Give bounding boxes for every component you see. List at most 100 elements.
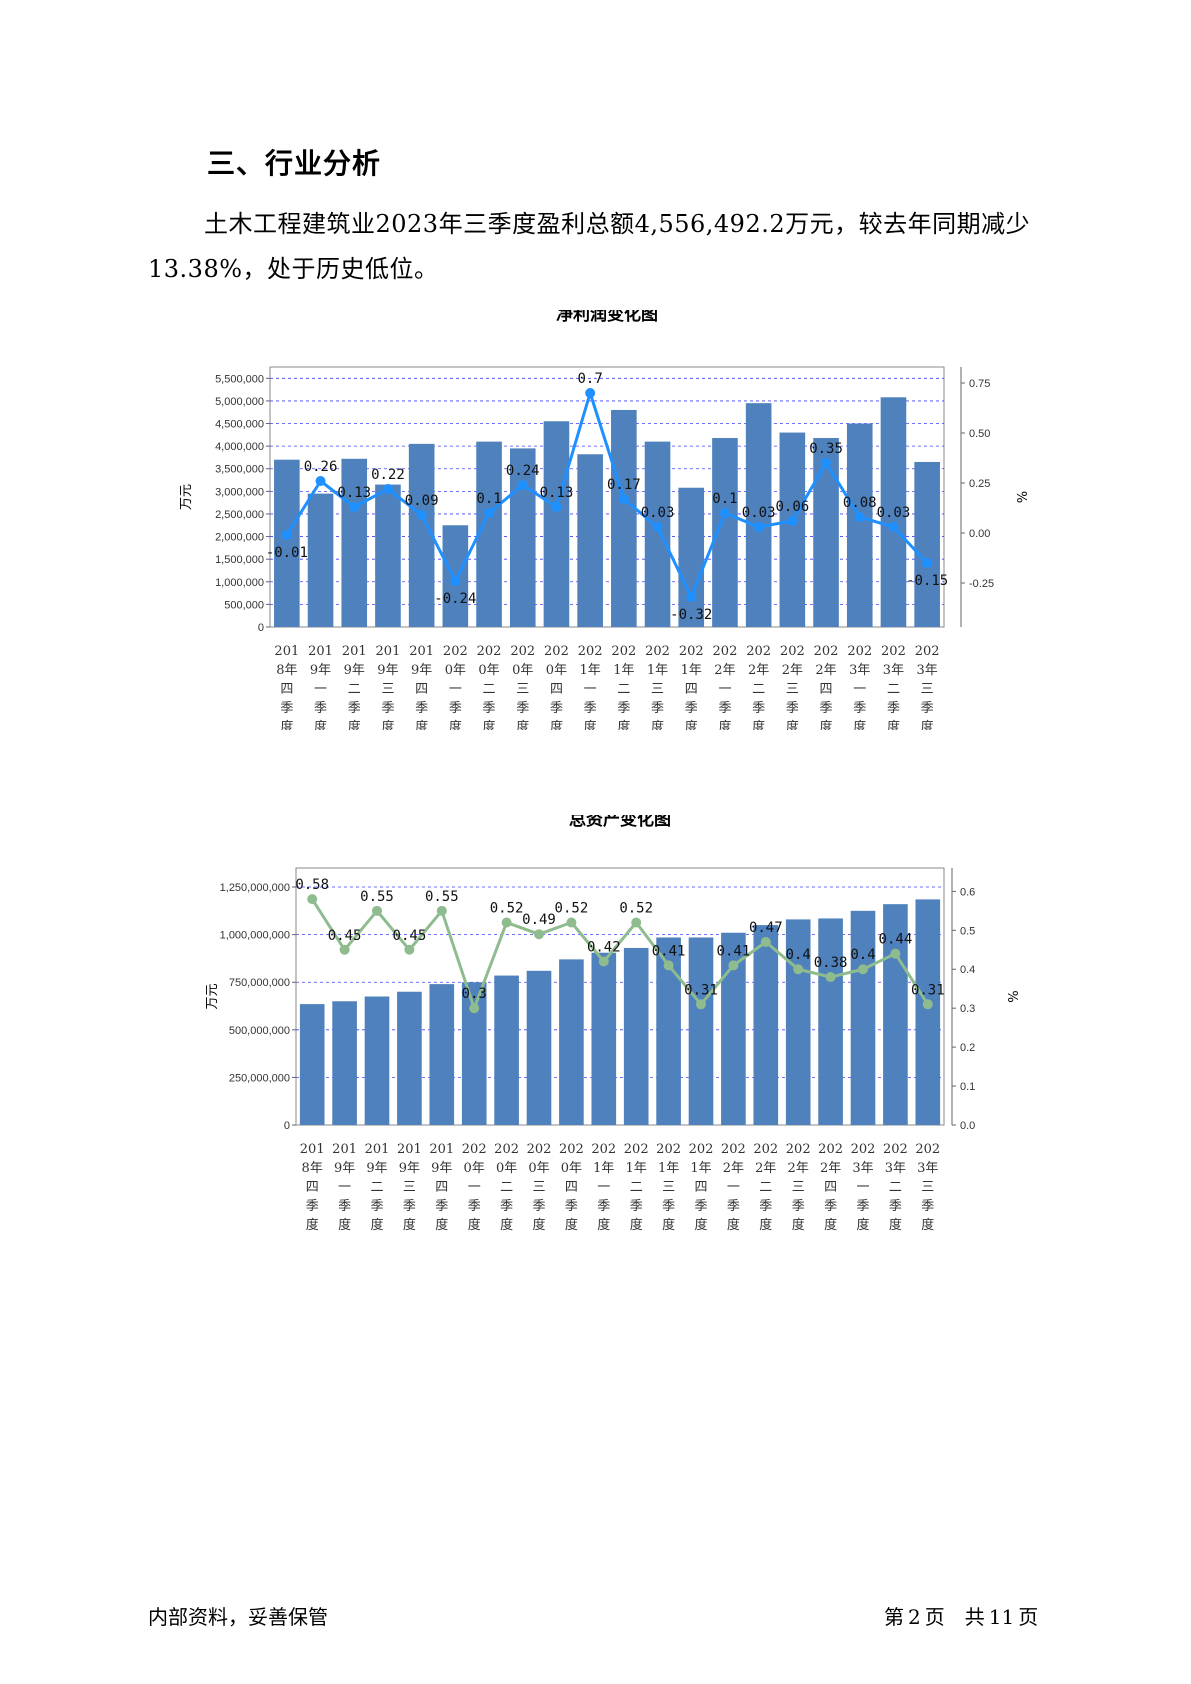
category-label: 8年 [276, 663, 297, 678]
chart-title: 净利润变化图 [556, 310, 658, 325]
left-tick-label: 2,500,000 [215, 509, 264, 521]
category-label: 202 [624, 1142, 649, 1157]
page-mid: 页 共 [924, 1605, 985, 1629]
data-label: -0.15 [906, 573, 948, 589]
bar [476, 441, 502, 627]
category-label: 2年 [788, 1161, 809, 1176]
category-label: 四 [820, 682, 833, 697]
page-total: 11 [988, 1605, 1015, 1629]
category-label: 度 [306, 1217, 319, 1233]
category-label: 季 [550, 701, 563, 716]
category-label: 一 [338, 1180, 351, 1195]
category-label: 201 [274, 644, 299, 659]
left-tick-label: 4,000,000 [215, 441, 264, 453]
category-label: 二 [630, 1180, 643, 1195]
category-label: 度 [662, 1217, 675, 1233]
category-label: 季 [824, 1199, 837, 1214]
category-label: 0年 [478, 663, 499, 678]
series-line [310, 898, 930, 1010]
line-point [890, 948, 901, 959]
category-label: 度 [786, 719, 799, 730]
category-label: 202 [462, 1142, 487, 1157]
category-label: 季 [483, 701, 496, 716]
left-tick-label: 500,000 [224, 599, 264, 611]
category-label: 四 [550, 682, 563, 697]
category-label: 三 [792, 1180, 805, 1195]
line-point [416, 510, 427, 520]
line-point [922, 558, 933, 568]
category-label: 0年 [445, 663, 466, 678]
category-label: 度 [449, 719, 462, 730]
line-point [315, 476, 326, 486]
category-label: 度 [853, 719, 866, 730]
category-label: 一 [727, 1180, 740, 1195]
category-label: 202 [591, 1142, 616, 1157]
category-label: 季 [468, 1199, 481, 1214]
left-tick-label: 0 [284, 1120, 290, 1132]
category-label: 度 [718, 719, 731, 730]
category-label: 202 [443, 644, 468, 659]
line-point [787, 516, 798, 526]
category-label: 三 [532, 1180, 545, 1195]
category-label: 1年 [580, 663, 601, 678]
category-label: 201 [376, 644, 401, 659]
category-label: 1年 [593, 1161, 614, 1176]
line-point [534, 929, 544, 940]
category-label: 0年 [546, 663, 567, 678]
right-axis-title: % [1013, 491, 1028, 503]
category-label: 1年 [690, 1161, 711, 1176]
category-label: 季 [403, 1199, 416, 1214]
category-label: 度 [435, 1217, 448, 1233]
category-label: 度 [338, 1217, 351, 1233]
category-label: 一 [597, 1180, 610, 1195]
category-label: 度 [550, 719, 563, 730]
line-point [501, 917, 512, 928]
data-label: 0.49 [522, 912, 556, 928]
right-tick-label: 0.5 [960, 925, 975, 937]
bar [494, 975, 519, 1125]
category-label: 1年 [658, 1161, 679, 1176]
category-label: 季 [381, 701, 394, 716]
category-label: 201 [409, 644, 434, 659]
data-label: 0.03 [877, 505, 911, 521]
left-tick-label: 2,000,000 [215, 532, 264, 544]
bar [408, 443, 435, 627]
category-label: 度 [314, 719, 327, 730]
category-label: 度 [752, 719, 765, 730]
left-tick-label: 750,000,000 [229, 977, 290, 989]
category-label: 季 [820, 701, 833, 716]
line-point [404, 944, 415, 955]
category-label: 季 [694, 1199, 707, 1214]
total-assets-chart: 总资产变化图 0 250,000,000 500,000,000 750,000,000… [0, 815, 1191, 1235]
bar [274, 459, 300, 627]
line-point [854, 512, 865, 522]
category-label: 季 [921, 1199, 934, 1214]
category-label: 8年 [302, 1161, 323, 1176]
category-label: 202 [915, 1142, 940, 1157]
line-point [821, 458, 832, 468]
data-label: 0.42 [587, 939, 621, 955]
bar [818, 918, 843, 1125]
line-point [372, 905, 382, 916]
category-label: 度 [630, 1217, 643, 1233]
category-label: 度 [824, 1217, 837, 1233]
category-label: 二 [887, 682, 900, 697]
category-label: 9年 [431, 1161, 452, 1176]
category-label: 二 [889, 1180, 902, 1195]
category-label: 202 [510, 644, 535, 659]
data-label: 0.45 [393, 928, 427, 944]
bar [509, 448, 536, 627]
category-label: 度 [889, 1217, 902, 1233]
category-label: 季 [338, 1199, 351, 1214]
bar [688, 937, 714, 1125]
data-label: 0.22 [371, 467, 405, 483]
line-point [484, 508, 495, 518]
line-point [696, 999, 706, 1010]
category-label: 三 [662, 1180, 675, 1195]
data-label: 0.41 [652, 943, 686, 959]
category-label: 三 [516, 682, 529, 697]
category-label: 度 [792, 1217, 805, 1233]
data-label: 0.3 [462, 986, 487, 1002]
category-label: 季 [853, 701, 866, 716]
category-label: 9年 [344, 663, 365, 678]
